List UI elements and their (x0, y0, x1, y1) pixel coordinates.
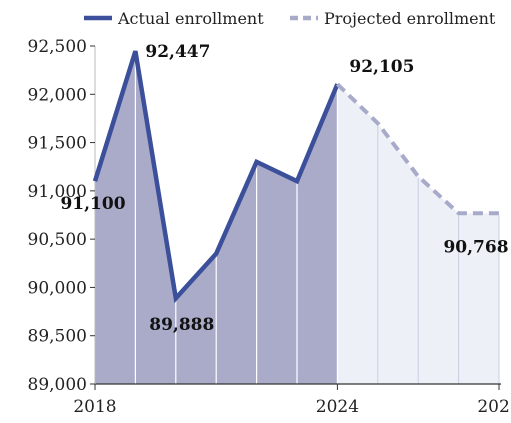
y-tick-label: 91,000 (28, 182, 87, 202)
vertical-gridlines (134, 53, 500, 384)
legend-label-projected: Projected enrollment (324, 9, 496, 28)
y-tick-label: 91,500 (28, 134, 87, 154)
data-labels: 91,100 92,447 89,888 92,105 90,768 (60, 42, 508, 335)
series-line-projected (336, 82, 499, 216)
data-label: 91,100 (60, 194, 125, 214)
data-label: 90,768 (443, 237, 508, 257)
y-tick-label: 90,500 (28, 230, 87, 250)
x-tick-label: 2028 (477, 397, 511, 417)
series-line-actual (92, 50, 340, 304)
axes (94, 46, 501, 385)
y-tick-label: 89,500 (28, 327, 87, 347)
area-actual (95, 51, 338, 384)
legend-label-actual: Actual enrollment (117, 9, 264, 28)
x-tick-label: 2018 (73, 397, 116, 417)
y-tick-labels: 89,000 89,500 90,000 90,500 91,000 91,500 92,0… (28, 37, 95, 395)
y-tick-label: 89,000 (28, 375, 87, 395)
y-tick-label: 92,000 (28, 85, 87, 105)
y-tick-label: 90,000 (28, 278, 87, 298)
data-label: 92,105 (349, 57, 414, 77)
data-label: 89,888 (149, 315, 214, 335)
y-tick-label: 92,500 (28, 37, 87, 57)
x-tick-labels: 2018 2024 2028 (73, 384, 511, 417)
x-tick-label: 2024 (316, 397, 359, 417)
data-label: 92,447 (145, 42, 210, 62)
legend: Actual enrollment Projected enrollment (84, 9, 496, 28)
series-lines (92, 50, 499, 304)
